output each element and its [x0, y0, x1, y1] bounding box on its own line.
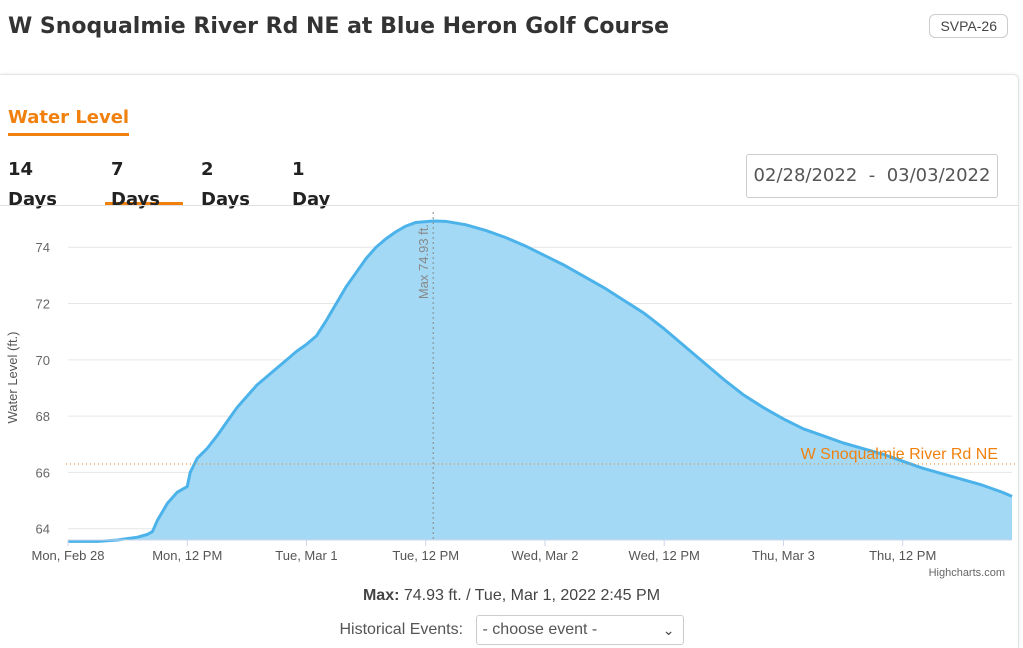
y-tick-label: 64	[36, 522, 50, 537]
overlays: W Snoqualmie River Rd NE Max 74.93 ft.	[66, 212, 1018, 540]
y-axis-label: Water Level (ft.)	[5, 332, 20, 424]
tab-water-level[interactable]: Water Level	[8, 107, 130, 136]
station-badge: SVPA-26	[929, 14, 1008, 38]
x-tick-label: Mon, Feb 28	[32, 548, 105, 563]
historical-events: Historical Events: - choose event - ⌄	[0, 615, 1023, 645]
y-tick-label: 66	[36, 465, 50, 480]
range-tab-14-days[interactable]: 14 Days	[8, 159, 57, 210]
y-tick-label: 74	[36, 240, 50, 255]
range-tab-7-days[interactable]: 7 Days	[105, 155, 183, 210]
series-area-fill	[68, 221, 1012, 542]
y-tick-label: 72	[36, 297, 50, 312]
date-range-start: 02/28/2022	[753, 165, 858, 186]
x-tick-label: Wed, Mar 2	[511, 548, 578, 563]
chevron-down-icon: ⌄	[662, 622, 675, 638]
x-tick-label: Tue, Mar 1	[275, 548, 337, 563]
x-tick-label: Thu, Mar 3	[752, 548, 815, 563]
series-area	[68, 219, 1013, 543]
x-tick-label: Tue, 12 PM	[392, 548, 459, 563]
date-range-picker[interactable]: 02/28/2022 - 03/03/2022	[746, 154, 998, 198]
x-tick-label: Thu, 12 PM	[869, 548, 936, 563]
historical-events-select[interactable]: - choose event - ⌄	[475, 615, 684, 645]
historical-events-selected: - choose event -	[482, 621, 598, 638]
max-marker-label: Max 74.93 ft.	[416, 224, 431, 299]
water-level-chart: W Snoqualmie River Rd NE Max 74.93 ft. 64…	[5, 212, 1018, 563]
date-range-end: 03/03/2022	[886, 165, 991, 186]
threshold-label: W Snoqualmie River Rd NE	[801, 446, 998, 463]
range-tab-2-days[interactable]: 2 Days	[201, 159, 250, 210]
page-title: W Snoqualmie River Rd NE at Blue Heron G…	[8, 14, 670, 39]
divider	[0, 205, 1019, 206]
chart-credits[interactable]: Highcharts.com	[928, 567, 1005, 579]
max-summary-value: 74.93 ft. / Tue, Mar 1, 2022 2:45 PM	[403, 587, 661, 604]
date-range-separator: -	[868, 165, 876, 186]
x-tick-label: Wed, 12 PM	[629, 548, 700, 563]
y-tick-label: 70	[36, 353, 50, 368]
x-tick-label: Mon, 12 PM	[152, 548, 222, 563]
max-summary-label: Max:	[362, 587, 400, 604]
series-line	[68, 219, 1013, 543]
y-tick-label: 68	[36, 409, 50, 424]
range-tab-1-day[interactable]: 1 Day	[292, 159, 331, 210]
water-level-panel: Water Level 14 Days 7 Days 2 Days 1 Day …	[0, 74, 1019, 648]
max-summary: Max: 74.93 ft. / Tue, Mar 1, 2022 2:45 P…	[0, 587, 1023, 605]
axes: 64 66 68 70 72 74 Water Level (ft.) Mon, Feb 28…	[5, 240, 1012, 563]
historical-events-label: Historical Events:	[339, 621, 464, 638]
